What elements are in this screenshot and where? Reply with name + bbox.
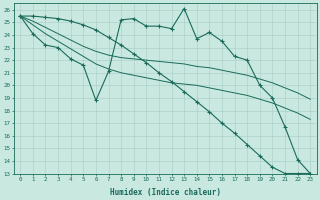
- X-axis label: Humidex (Indice chaleur): Humidex (Indice chaleur): [110, 188, 221, 197]
